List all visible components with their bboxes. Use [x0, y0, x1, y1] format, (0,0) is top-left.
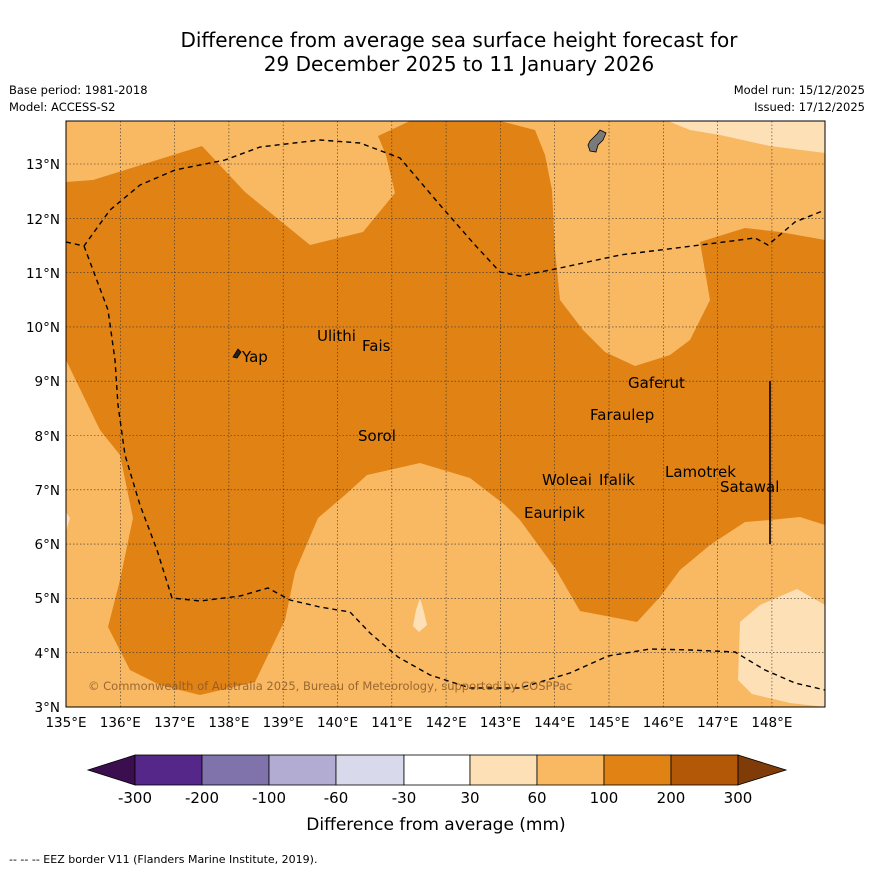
- lon-tick: 146°E: [643, 715, 684, 731]
- eez-border: [66, 139, 825, 691]
- lon-tick: 147°E: [697, 715, 738, 731]
- field-30-60-small: [413, 598, 427, 632]
- model-name: Model: ACCESS-S2: [9, 100, 116, 114]
- lat-tick: 9°N: [35, 374, 60, 390]
- colorbar-bin: [670, 754, 739, 786]
- label-ifalik: Ifalik: [599, 471, 635, 489]
- map-gridlines: [66, 121, 825, 707]
- title-line-1: Difference from average sea surface heig…: [180, 28, 738, 52]
- label-lamotrek: Lamotrek: [665, 463, 736, 481]
- colorbar-bin: [536, 754, 605, 786]
- lat-tick: 10°N: [26, 320, 60, 336]
- field-30-60-se: [738, 589, 825, 707]
- label-eauripik: Eauripik: [524, 504, 585, 522]
- colorbar-tick: -200: [185, 789, 219, 807]
- colorbar-tick-labels: -300 -200 -100 -60 -30 30 60 100 200 300: [118, 789, 752, 807]
- colorbar: [86, 754, 788, 786]
- lon-tick: 143°E: [480, 715, 521, 731]
- colorbar-bin: [603, 754, 672, 786]
- field-100-200: [66, 121, 825, 695]
- lon-tick: 145°E: [588, 715, 629, 731]
- lon-tick: 136°E: [100, 715, 141, 731]
- lat-tick: 5°N: [35, 591, 60, 607]
- title-line-2: 29 December 2025 to 11 January 2026: [263, 52, 655, 76]
- lat-tick: 8°N: [35, 429, 60, 445]
- lon-tick-labels: 135°E 136°E 137°E 138°E 139°E 140°E 141°…: [45, 715, 792, 731]
- lat-tick: 7°N: [35, 483, 60, 499]
- colorbar-tick: 200: [657, 789, 686, 807]
- meta-right: Model run: 15/12/2025 Issued: 17/12/2025: [734, 82, 865, 116]
- colorbar-bin: [469, 754, 538, 786]
- label-sorol: Sorol: [358, 427, 396, 445]
- colorbar-tick: 60: [527, 789, 546, 807]
- colorbar-tick: -100: [252, 789, 286, 807]
- lon-tick: 148°E: [751, 715, 792, 731]
- lon-tick: 141°E: [371, 715, 412, 731]
- colorbar-title: Difference from average (mm): [306, 815, 565, 835]
- lon-tick: 138°E: [208, 715, 249, 731]
- label-gaferut: Gaferut: [628, 374, 685, 392]
- lat-tick: 4°N: [35, 646, 60, 662]
- label-fais: Fais: [362, 337, 391, 355]
- lat-tick: 13°N: [26, 157, 60, 173]
- lat-tick-labels: 3°N 4°N 5°N 6°N 7°N 8°N 9°N 10°N 11°N 12…: [26, 157, 60, 716]
- lat-tick: 3°N: [35, 700, 60, 716]
- label-ulithi: Ulithi: [317, 327, 356, 345]
- eez-footnote: -- -- -- EEZ border V11 (Flanders Marine…: [9, 853, 318, 866]
- colorbar-tick: -300: [118, 789, 152, 807]
- colorbar-bin: [268, 754, 337, 786]
- issued-date: Issued: 17/12/2025: [754, 100, 865, 114]
- label-woleai: Woleai: [542, 471, 592, 489]
- place-labels: Yap Ulithi Fais Sorol Gaferut Faraulep W…: [241, 327, 779, 522]
- base-period: Base period: 1981-2018: [9, 83, 148, 97]
- copyright-text: © Commonwealth of Australia 2025, Bureau…: [88, 679, 572, 693]
- chart-title: Difference from average sea surface heig…: [0, 28, 873, 76]
- lon-tick: 140°E: [317, 715, 358, 731]
- lat-tick: 6°N: [35, 537, 60, 553]
- lat-tick: 12°N: [26, 212, 60, 228]
- colorbar-tick: 100: [590, 789, 619, 807]
- colorbar-tick: -30: [392, 789, 417, 807]
- colorbar-tick: 300: [724, 789, 753, 807]
- label-satawal: Satawal: [720, 478, 779, 496]
- colorbar-tick: -60: [324, 789, 349, 807]
- guam-island: [587, 129, 607, 153]
- lon-tick: 135°E: [45, 715, 86, 731]
- lat-tick: 11°N: [26, 266, 60, 282]
- meta-left: Base period: 1981-2018 Model: ACCESS-S2: [9, 82, 148, 116]
- label-faraulep: Faraulep: [590, 406, 654, 424]
- colorbar-tick: 30: [460, 789, 479, 807]
- lon-tick: 137°E: [154, 715, 195, 731]
- colorbar-extend-high: [737, 754, 788, 786]
- model-run: Model run: 15/12/2025: [733, 83, 865, 97]
- map-frame: [65, 120, 826, 708]
- colorbar-bin: [201, 754, 270, 786]
- colorbar-bin: [403, 754, 471, 786]
- field-30-60-ne: [668, 121, 825, 153]
- field-30-60-west: [66, 512, 70, 532]
- lon-tick: 142°E: [426, 715, 467, 731]
- lon-tick: 139°E: [263, 715, 304, 731]
- colorbar-extend-low: [86, 754, 136, 786]
- yap-island: [232, 348, 242, 359]
- label-yap: Yap: [241, 348, 268, 366]
- colorbar-bin: [335, 754, 405, 786]
- map-field: Yap Ulithi Fais Sorol Gaferut Faraulep W…: [66, 121, 825, 707]
- lon-tick: 144°E: [534, 715, 575, 731]
- colorbar-bin: [134, 754, 203, 786]
